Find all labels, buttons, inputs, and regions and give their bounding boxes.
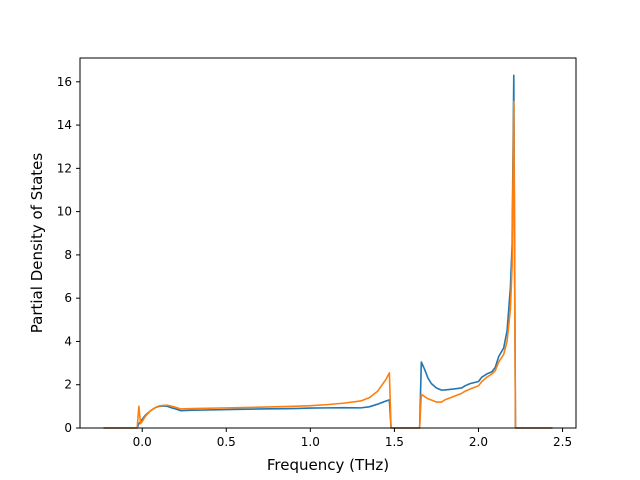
x-tick-label: 0.0	[133, 435, 152, 449]
series-line-1	[103, 74, 553, 429]
y-tick-label: 12	[57, 161, 72, 175]
x-axis: 0.0 0.5 1.0 1.5 2.0 2.5	[133, 428, 572, 449]
series-line-2	[103, 100, 553, 429]
y-axis-label: Partial Density of States	[28, 153, 46, 334]
x-tick-label: 2.0	[469, 435, 488, 449]
y-tick-label: 4	[64, 334, 72, 348]
x-tick-label: 1.5	[385, 435, 404, 449]
series-layer	[103, 74, 553, 429]
x-tick-label: 2.5	[553, 435, 572, 449]
x-tick-label: 0.5	[217, 435, 236, 449]
y-tick-label: 8	[64, 248, 72, 262]
plot-frame	[79, 57, 577, 429]
y-tick-label: 10	[57, 205, 72, 219]
y-tick-label: 0	[64, 421, 72, 435]
y-axis: 0 2 4 6 8 10 12 14 16	[57, 75, 80, 435]
y-tick-label: 6	[64, 291, 72, 305]
y-tick-label: 16	[57, 75, 72, 89]
y-tick-label: 14	[57, 118, 72, 132]
y-tick-label: 2	[64, 378, 72, 392]
x-axis-label: Frequency (THz)	[267, 456, 389, 474]
x-tick-label: 1.0	[301, 435, 320, 449]
